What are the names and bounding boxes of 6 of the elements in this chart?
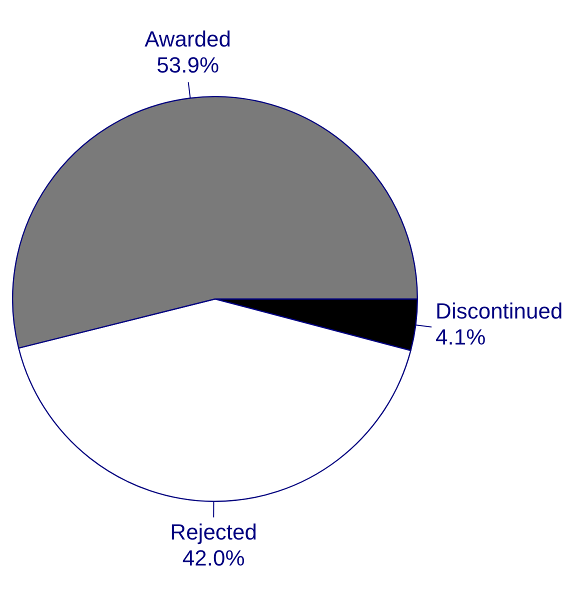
slice-label: Discontinued [436,298,563,324]
data-label: 4.1% [436,324,486,350]
slice-label: Rejected [170,519,258,544]
slice-label: Awarded [144,26,232,52]
data-label: 42.0% [182,545,245,570]
data-label: 53.9% [156,52,220,78]
